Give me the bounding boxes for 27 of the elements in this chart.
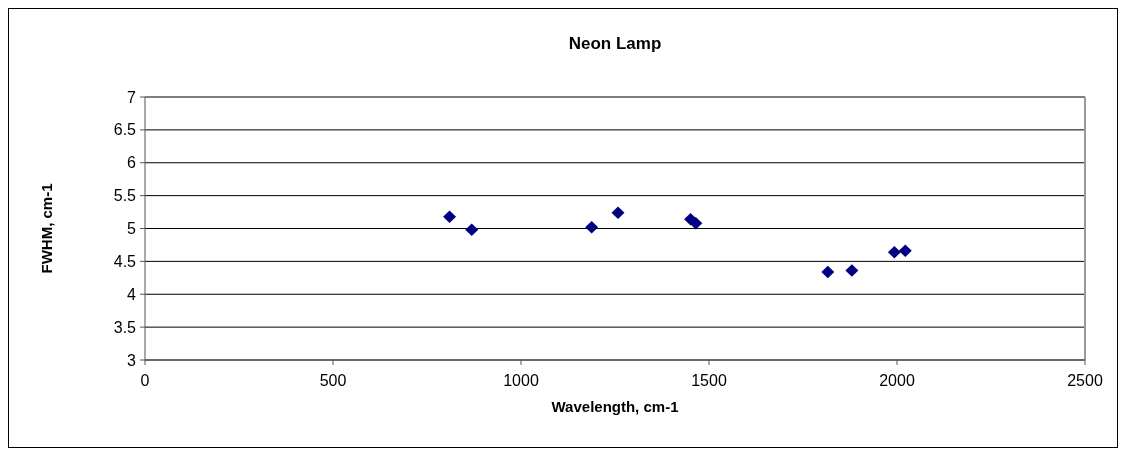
x-tick-label: 0	[140, 372, 150, 389]
y-tick-label: 4	[127, 285, 137, 303]
x-tick-label: 1500	[691, 372, 727, 389]
y-tick-label: 4.5	[113, 252, 137, 270]
x-tick-label: 1000	[503, 372, 539, 389]
x-tick-label: 2000	[879, 372, 915, 389]
point	[465, 223, 479, 237]
point	[585, 220, 599, 234]
y-tick-label: 7	[127, 88, 137, 106]
point	[821, 265, 835, 279]
x-tick-label: 500	[319, 372, 347, 389]
point	[611, 206, 625, 219]
chart-title: Neon Lamp	[568, 34, 662, 53]
x-tick-label: 2500	[1067, 372, 1103, 389]
y-tick-label: 3.5	[113, 318, 137, 336]
point	[443, 210, 457, 223]
point	[845, 264, 859, 277]
y-tick-label: 6	[127, 154, 137, 172]
y-tick-label: 6.5	[113, 121, 137, 139]
point	[887, 245, 901, 259]
point	[689, 217, 703, 230]
x-axis-title: Wavelength, cm-1	[551, 398, 679, 415]
y-tick-label: 5	[127, 220, 137, 238]
y-tick-label: 3	[127, 351, 137, 369]
y-tick-label: 5.5	[113, 187, 137, 205]
point	[898, 244, 912, 258]
y-axis-title: FWHM, cm-1	[38, 183, 55, 274]
